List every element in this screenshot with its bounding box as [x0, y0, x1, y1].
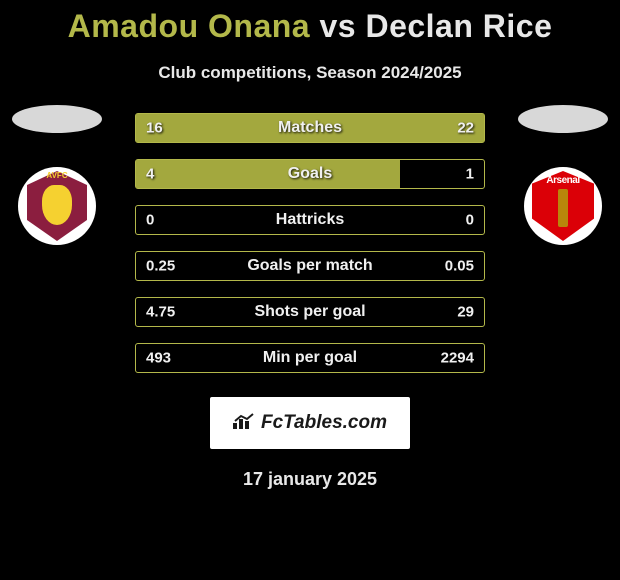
stat-value-right: 1: [466, 166, 474, 183]
player2-name: Declan Rice: [365, 8, 552, 44]
stat-label: Shots per goal: [254, 303, 365, 321]
arsenal-text: Arsenal: [546, 175, 579, 186]
stat-row: 4 1 Goals: [135, 159, 485, 189]
subtitle: Club competitions, Season 2024/2025: [0, 63, 620, 83]
stat-label: Hattricks: [276, 211, 344, 229]
stat-row: 0 0 Hattricks: [135, 205, 485, 235]
stat-value-right: 29: [457, 304, 474, 321]
stat-value-right: 22: [457, 120, 474, 137]
stat-value-right: 2294: [441, 350, 474, 367]
stat-row: 493 2294 Min per goal: [135, 343, 485, 373]
fctables-logo: FcTables.com: [210, 397, 410, 449]
arsenal-logo: Arsenal: [524, 167, 602, 245]
date-text: 17 january 2025: [0, 469, 620, 490]
stat-value-left: 0: [146, 212, 154, 229]
player1-badge: AVFC: [12, 105, 102, 235]
stat-value-right: 0.05: [445, 258, 474, 275]
player1-name: Amadou Onana: [68, 8, 310, 44]
footer-brand-text: FcTables.com: [261, 412, 387, 434]
stat-label: Matches: [278, 119, 342, 137]
stat-value-right: 0: [466, 212, 474, 229]
chart-icon: [233, 413, 255, 434]
player2-badge: Arsenal: [518, 105, 608, 235]
vs-text: vs: [319, 8, 356, 44]
fill-left: [136, 160, 400, 188]
stat-row: 4.75 29 Shots per goal: [135, 297, 485, 327]
content-area: AVFC Arsenal 16 22 Matches 4 1 Goals 0 0 Hattric…: [0, 113, 620, 389]
player1-placeholder-oval: [12, 105, 102, 133]
stat-label: Min per goal: [263, 349, 357, 367]
stat-bars: 16 22 Matches 4 1 Goals 0 0 Hattricks 0.25 0.05 Goa…: [135, 113, 485, 389]
stat-label: Goals per match: [247, 257, 372, 275]
page-title: Amadou Onana vs Declan Rice: [0, 8, 620, 45]
player2-placeholder-oval: [518, 105, 608, 133]
stat-row: 16 22 Matches: [135, 113, 485, 143]
stat-row: 0.25 0.05 Goals per match: [135, 251, 485, 281]
avfc-text: AVFC: [46, 171, 67, 180]
aston-villa-logo: AVFC: [18, 167, 96, 245]
stat-label: Goals: [288, 165, 332, 183]
comparison-infographic: Amadou Onana vs Declan Rice Club competi…: [0, 0, 620, 490]
stat-value-left: 16: [146, 120, 163, 137]
stat-value-left: 0.25: [146, 258, 175, 275]
stat-value-left: 4: [146, 166, 154, 183]
stat-value-left: 493: [146, 350, 171, 367]
stat-value-left: 4.75: [146, 304, 175, 321]
